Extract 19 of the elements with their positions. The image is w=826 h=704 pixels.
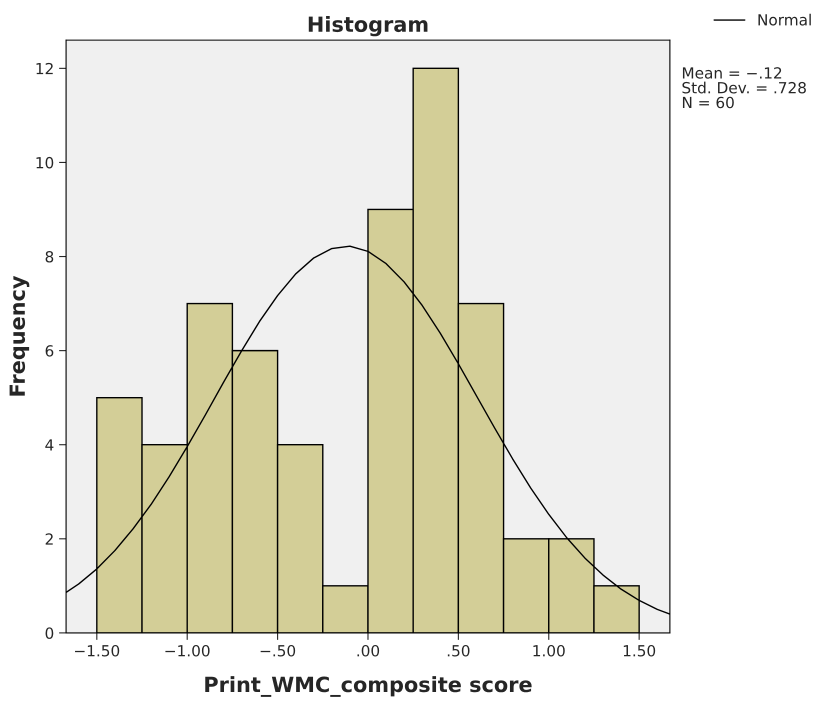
x-tick-label: 1.50 (624, 644, 656, 657)
y-tick-label: 6 (46, 345, 54, 357)
y-tick-label: 0 (46, 627, 54, 639)
x-axis-title: Print_WMC_composite score (205, 676, 532, 697)
x-tick-label: −1.50 (75, 644, 120, 657)
x-tick-label: −.50 (260, 644, 296, 657)
y-axis-title: Frequency (10, 276, 30, 396)
y-tick-label: 12 (36, 62, 53, 74)
x-tick-label: 1.00 (533, 644, 565, 657)
legend-label: Normal (758, 14, 811, 26)
chart-title: Histogram (308, 16, 428, 36)
text: Mean = −.12 Std. Dev. = .728 N = 60 (682, 67, 806, 108)
x-tick-label: .00 (357, 644, 380, 657)
y-tick-label: 10 (36, 156, 54, 168)
x-tick-label: .50 (448, 644, 470, 657)
y-tick-label: 8 (46, 251, 54, 263)
y-tick-label: 4 (45, 439, 54, 451)
y-tick-label: 2 (46, 533, 53, 545)
x-tick-label: −1.00 (165, 644, 210, 657)
